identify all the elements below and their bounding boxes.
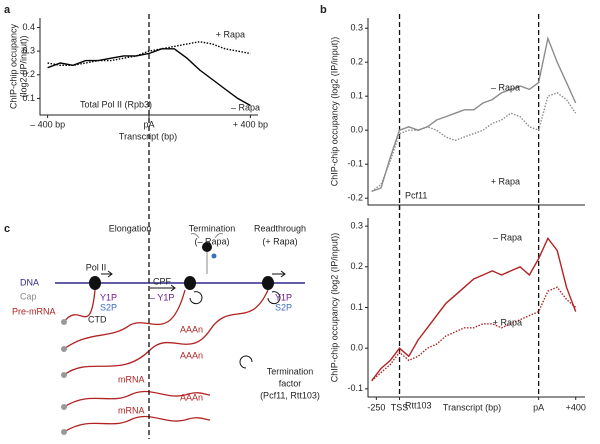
x-axis-label: Transcript (bp) xyxy=(119,131,177,141)
ctd: CTD xyxy=(88,314,107,324)
series-line xyxy=(371,35,577,193)
pol2-label: Pol II xyxy=(86,262,107,272)
series-line xyxy=(371,286,577,382)
y-tick-label: 0.0 xyxy=(350,125,363,135)
panel-label: b xyxy=(320,4,327,16)
released-factor xyxy=(190,233,224,274)
minus-y1p: – Y1P xyxy=(150,292,174,302)
series-line xyxy=(371,92,577,192)
y-tick-label: 0.3 xyxy=(22,45,35,55)
stage-label: (+ Rapa) xyxy=(262,236,297,246)
y-tick-label: -0.1 xyxy=(347,159,363,169)
x-tick-label: TSS xyxy=(391,402,409,412)
y-tick-label: 0.2 xyxy=(22,69,35,79)
x-tick-label: – 400 bp xyxy=(30,119,65,129)
y-tick-label: -0.1 xyxy=(347,383,363,393)
annotation: Pcf11 xyxy=(405,190,427,200)
mrna: mRNA xyxy=(118,374,145,384)
x-tick-label: pA xyxy=(533,402,544,412)
x-tick-label: + 400 bp xyxy=(233,119,268,129)
diagram: Elongation Termination (– Rapa) Readthro… xyxy=(12,223,320,435)
y-tick-label: 0.1 xyxy=(350,302,363,312)
factor-shape xyxy=(189,291,281,369)
s2p: S2P xyxy=(100,302,117,312)
panel-label: a xyxy=(4,4,11,16)
polya: AAAn xyxy=(180,392,203,402)
panel-label: c xyxy=(4,223,10,235)
annotation: Rtt103 xyxy=(405,400,432,410)
caps xyxy=(61,319,67,435)
series-label: + Rapa xyxy=(491,176,520,186)
dna-label: DNA xyxy=(20,277,39,287)
s2p: S2P xyxy=(275,302,292,312)
series-label: – Rapa xyxy=(231,102,260,112)
y-axis-label: ChIP-chip occupancy (log2 (IP/input)) xyxy=(329,233,339,383)
factor-label: factor xyxy=(279,378,302,388)
axis xyxy=(39,18,258,116)
premrna-label: Pre-mRNA xyxy=(12,306,56,316)
cpf: CPF xyxy=(153,276,172,286)
factor-label: (Pcf11, Rtt103) xyxy=(260,390,320,400)
x-axis-label: Transcript (bp) xyxy=(443,402,501,412)
axis xyxy=(367,18,585,206)
cap-label: Cap xyxy=(20,291,37,301)
stage-label: Readthrough xyxy=(254,223,306,233)
pol2 xyxy=(89,242,274,290)
series-line xyxy=(371,236,577,382)
series-label: + Rapa xyxy=(493,317,522,327)
x-tick-label: pA xyxy=(143,119,154,129)
axis xyxy=(367,218,585,398)
mrna: mRNA xyxy=(118,405,145,415)
series-line xyxy=(47,48,251,107)
y1p: Y1P xyxy=(100,292,117,302)
y-tick-label: -0.2 xyxy=(347,193,363,203)
y-tick-label: 0.1 xyxy=(350,91,363,101)
y-tick-label: 0.2 xyxy=(350,261,363,271)
x-tick-label: -250 xyxy=(367,402,385,412)
s2p-dot xyxy=(211,253,217,259)
y-tick-label: 0.2 xyxy=(350,57,363,67)
x-tick-label: +400 xyxy=(566,402,586,412)
stage-label: (– Rapa) xyxy=(194,236,229,246)
y-tick-label: 0.3 xyxy=(350,221,363,231)
polya: AAAn xyxy=(180,324,203,334)
series-label: – Rapa xyxy=(493,232,522,242)
annotation: Total Pol II (Rpb3) xyxy=(80,99,152,109)
y-axis-label: ChIP-chip occupancy xyxy=(8,23,18,109)
y-tick-label: 0.0 xyxy=(350,343,363,353)
y-tick-label: 0.3 xyxy=(350,23,363,33)
y-axis-label: (log2 (IP/input)) xyxy=(18,35,28,97)
factor-label: Termination xyxy=(267,366,314,376)
stage-label: Termination xyxy=(189,223,236,233)
series-label: – Rapa xyxy=(491,82,520,92)
series-label: + Rapa xyxy=(216,29,245,39)
y-tick-label: 0.4 xyxy=(22,22,35,32)
y1p: Y1P xyxy=(275,292,292,302)
arrows xyxy=(101,270,286,292)
rna-strands xyxy=(63,289,269,433)
y-axis-label: ChIP-chip occupancy (log2 (IP/input)) xyxy=(329,37,339,187)
stage-label: Elongation xyxy=(109,223,152,233)
polya: AAAn xyxy=(180,350,203,360)
series-line xyxy=(47,40,251,66)
y-tick-label: 0.1 xyxy=(22,93,35,103)
